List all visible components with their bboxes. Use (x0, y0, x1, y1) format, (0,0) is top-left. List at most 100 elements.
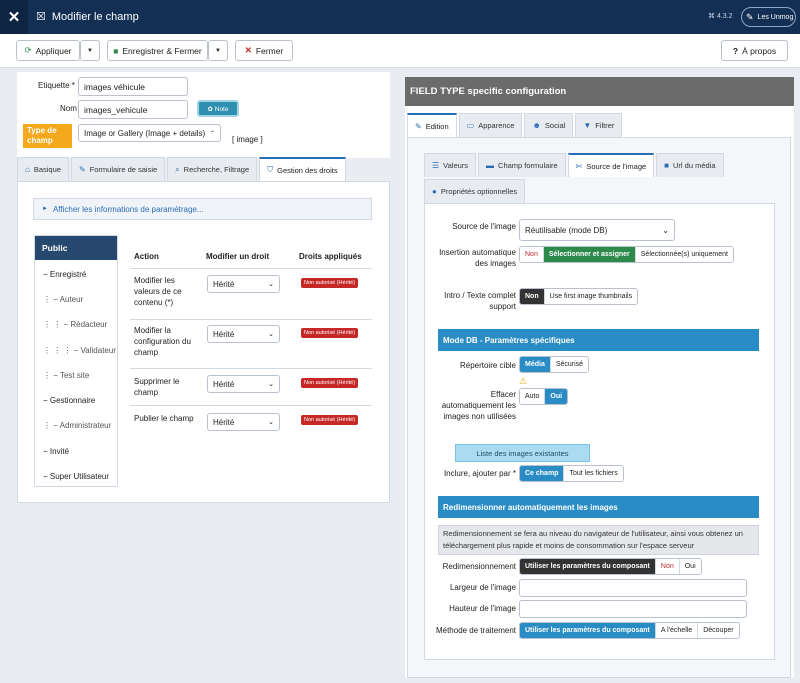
tab-filtrer[interactable]: ▼ Filtrer (575, 113, 623, 137)
label-caption: Etiquette * (38, 81, 75, 90)
filter-icon: ▼ (583, 121, 592, 130)
divider (130, 319, 372, 320)
form-icon: ▬ (486, 161, 495, 170)
option-non[interactable]: Non (520, 247, 544, 262)
close-button[interactable]: ✕ Fermer (235, 40, 293, 61)
apply-dropdown-button[interactable]: ▼ (80, 40, 100, 61)
option-ce-champ[interactable]: Ce champ (520, 466, 565, 481)
subtab-valeurs[interactable]: ☰ Valeurs (424, 153, 477, 177)
source-select[interactable]: Réutilisable (mode DB) ⌄ (519, 219, 675, 241)
permission-select[interactable]: Hérité ⌄ (207, 275, 280, 293)
dir-label: Répertoire cible (459, 361, 516, 370)
caret-down-icon: ▼ (87, 47, 93, 54)
chevron-down-icon: ⌄ (268, 281, 274, 288)
edit-square-icon: ✎ (746, 11, 754, 22)
tab-recherche[interactable]: ⌕ Recherche, Filtrage (167, 157, 258, 181)
chevron-down-icon: ⌄ (662, 225, 669, 235)
option-selectionnees[interactable]: Sélectionnée(s) uniquement (635, 247, 733, 262)
height-input[interactable] (519, 600, 747, 618)
option-securise[interactable]: Sécurisé (550, 357, 589, 372)
option-non[interactable]: Non (520, 289, 545, 304)
height-label: Hauteur de l'image (449, 604, 516, 613)
source-label: Source de l'image (452, 222, 516, 231)
top-bar: ✕ ☒ Modifier le champ ⌘ 4.3.2 ✎ Les Unmo… (0, 0, 800, 34)
include-options: Ce champ Tout les fichiers (519, 465, 624, 482)
save-close-button[interactable]: ■ Enregistrer & Fermer (107, 40, 208, 61)
field-type-config-header: FIELD TYPE specific configuration (405, 77, 794, 106)
status-badge: Non autorisé (Hérité) (301, 378, 359, 388)
method-label: Méthode de traitement (435, 626, 516, 635)
user-menu[interactable]: ✎ Les Unmog (741, 7, 796, 27)
resize-label: Redimensionnement (442, 562, 516, 571)
save-icon: ■ (113, 45, 119, 56)
type-tag: [ image ] (232, 135, 263, 144)
group-item[interactable]: ⋮ − Administrateur (43, 421, 112, 430)
option-composant[interactable]: Utiliser les paramètres du composant (520, 559, 656, 574)
option-oui[interactable]: Oui (545, 389, 568, 404)
tab-basique[interactable]: ⌂ Basique (17, 157, 69, 181)
group-item[interactable]: ⋮ − Auteur (43, 295, 84, 304)
tab-edition[interactable]: ✎ Edition (407, 113, 457, 137)
subtab-source-image[interactable]: ✄ Source de l'image (567, 153, 655, 177)
resize-options: Utiliser les paramètres du composant Non… (519, 558, 702, 575)
tab-formulaire[interactable]: ✎ Formulaire de saisie (70, 157, 166, 181)
permission-select[interactable]: Hérité ⌄ (207, 413, 280, 431)
caret-right-icon: ► (42, 206, 48, 212)
save-dropdown-button[interactable]: ▼ (208, 40, 228, 61)
group-item[interactable]: ⋮ ⋮ ⋮ − Validateur (43, 346, 116, 355)
width-input[interactable] (519, 579, 747, 597)
home-icon: ⌂ (25, 165, 30, 174)
group-item[interactable]: − Invité (43, 447, 70, 456)
subtab-proprietes[interactable]: ● Propriétés optionnelles (424, 179, 526, 203)
info-toggle[interactable]: ► Afficher les informations de paramétrag… (33, 198, 372, 220)
refresh-icon: ⟳ (24, 45, 32, 55)
wrench-icon: ✄ (575, 161, 583, 171)
action-label: Modifier les valeurs de ce contenu (*) (134, 276, 182, 307)
option-echelle[interactable]: A l'échelle (655, 623, 699, 638)
option-selectionner[interactable]: Sélectionner et assigner (543, 247, 636, 262)
group-item[interactable]: ⋮ − Test site (43, 371, 90, 380)
type-caption: Type de champ (23, 124, 72, 148)
apply-button[interactable]: ⟳ Appliquer (16, 40, 80, 61)
autodel-options: Auto Oui (519, 388, 569, 405)
tab-apparence[interactable]: ▭ Apparence (458, 113, 523, 137)
option-auto[interactable]: Auto (520, 389, 546, 404)
insert-options: Non Sélectionner et assigner Sélectionné… (519, 246, 734, 263)
option-media[interactable]: Média (520, 357, 551, 372)
option-tout-fichiers[interactable]: Tout les fichiers (564, 466, 623, 481)
permission-select[interactable]: Hérité ⌄ (207, 325, 280, 343)
action-label: Publier le champ (134, 414, 194, 423)
group-item[interactable]: − Super Utilisateur (43, 472, 110, 481)
group-item[interactable]: − Enregistré (43, 270, 87, 279)
warning-icon: ⚠ (519, 376, 528, 386)
note-button[interactable]: ✿ Note (197, 100, 239, 117)
help-button[interactable]: ? À propos (721, 40, 788, 61)
option-oui[interactable]: Oui (679, 559, 701, 574)
option-non[interactable]: Non (655, 559, 680, 574)
toolbar: ⟳ Appliquer ▼ ■ Enregistrer & Fermer ▼ ✕ Fe… (0, 34, 800, 68)
option-decouper[interactable]: Découper (698, 623, 739, 638)
tab-gestion-droits[interactable]: ⛉ Gestion des droits (259, 157, 346, 181)
insert-label: Insertion automatique des images (439, 248, 516, 268)
name-input[interactable]: images_vehicule (78, 100, 188, 119)
subtab-champ-formulaire[interactable]: ▬ Champ formulaire (478, 153, 566, 177)
subtab-url-media[interactable]: ■ Url du média (656, 153, 724, 177)
option-use-first[interactable]: Use first image thumbnails (544, 289, 638, 304)
width-label: Largeur de l'image (449, 583, 516, 592)
column-header-action: Action (134, 252, 159, 261)
joomla-icon[interactable]: ✕ (0, 0, 28, 34)
group-item[interactable]: ⋮ ⋮ − Rédacteur (43, 320, 108, 329)
include-label: Inclure, ajouter par * (443, 469, 516, 478)
group-item[interactable]: − Gestionnaire (43, 396, 96, 405)
tab-social[interactable]: ☻ Social (524, 113, 574, 137)
label-input[interactable]: images véhicule (78, 77, 188, 96)
close-icon: ✕ (244, 45, 252, 55)
shield-icon: ⛉ (267, 165, 274, 174)
list-icon: ☰ (432, 161, 440, 170)
group-item[interactable]: Public (35, 236, 117, 260)
permission-select[interactable]: Hérité ⌄ (207, 375, 280, 393)
list-images-button[interactable]: Liste des images existantes (455, 444, 590, 462)
option-composant[interactable]: Utiliser les paramètres du composant (520, 623, 656, 638)
field-type-select[interactable]: Image or Gallery (Image + details) ⌃ (78, 124, 221, 142)
left-tabs: ⌂ Basique ✎ Formulaire de saisie ⌕ Recherch… (17, 157, 348, 181)
